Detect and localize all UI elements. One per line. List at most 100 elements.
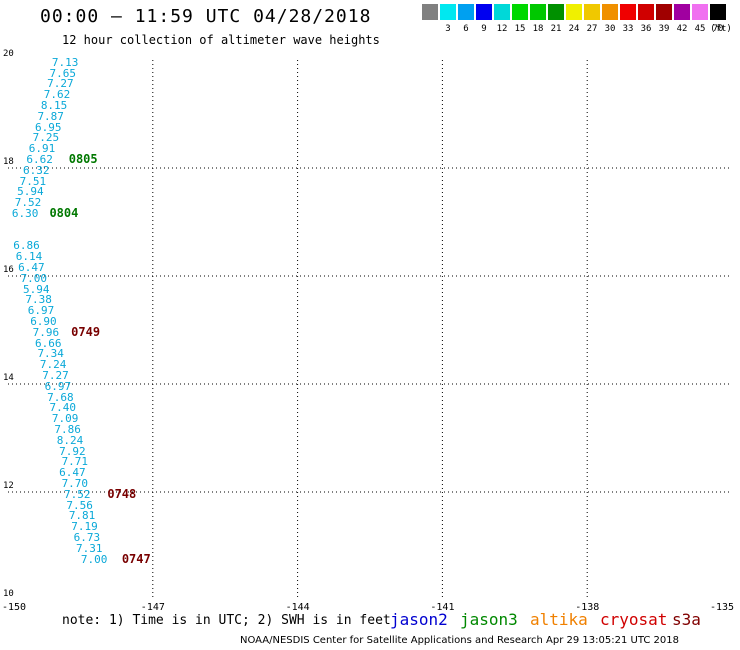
legend-swatch xyxy=(674,4,690,20)
wave-height-value: 7.86 xyxy=(54,422,81,436)
y-tick-label: 12 xyxy=(3,481,14,491)
legend-swatch xyxy=(494,4,510,20)
wave-height-value: 7.51 xyxy=(19,174,47,188)
pass-time-label: 0805 xyxy=(68,151,98,166)
satellite-name: jason2 xyxy=(390,610,448,629)
legend-label: 9 xyxy=(481,24,487,34)
satellite-name: s3a xyxy=(672,610,701,629)
wave-height-value: 7.87 xyxy=(37,109,64,123)
legend-swatch xyxy=(602,4,618,20)
y-tick-label: 14 xyxy=(3,373,14,383)
legend-label: 27 xyxy=(586,24,598,34)
x-tick-label: -150 xyxy=(2,602,27,613)
legend-unit: (ft) xyxy=(710,24,732,34)
legend-swatch xyxy=(584,4,600,20)
wave-height-value: 6.97 xyxy=(44,379,72,393)
legend-label: 18 xyxy=(532,24,544,34)
legend-label: 45 xyxy=(694,24,706,34)
legend-label: 21 xyxy=(550,24,562,34)
y-tick-label: 10 xyxy=(3,589,14,599)
wave-height-value: 7.38 xyxy=(25,293,52,307)
wave-height-value: 8.24 xyxy=(56,433,84,447)
legend-swatch xyxy=(548,4,564,20)
wave-height-value: 7.25 xyxy=(32,131,60,145)
wave-height-value: 7.00 xyxy=(20,271,48,285)
x-tick-label: -138 xyxy=(575,602,600,613)
x-tick-label: -135 xyxy=(710,602,735,613)
y-tick-label: 18 xyxy=(3,157,14,167)
legend-swatch xyxy=(530,4,546,20)
legend-swatch xyxy=(458,4,474,20)
wave-height-value: 7.70 xyxy=(61,476,89,490)
legend-swatch xyxy=(422,4,438,20)
wave-height-value: 6.47 xyxy=(59,466,86,480)
wave-height-value: 6.47 xyxy=(18,260,45,274)
pass-time-label: 0748 xyxy=(107,486,137,501)
wave-height-value: 6.91 xyxy=(28,142,56,156)
legend-swatch xyxy=(566,4,582,20)
note-text: note: 1) Time is in UTC; 2) SWH is in fe… xyxy=(62,613,391,628)
legend-label: 3 xyxy=(445,24,451,34)
wave-height-value: 7.27 xyxy=(42,368,69,382)
wave-height-value: 7.52 xyxy=(63,487,91,501)
wave-height-value: 6.86 xyxy=(13,239,40,253)
wave-height-value: 7.34 xyxy=(37,347,64,361)
legend-swatch xyxy=(440,4,456,20)
wave-height-value: 6.32 xyxy=(22,163,50,177)
x-tick-label: -141 xyxy=(430,602,455,613)
wave-height-value: 6.90 xyxy=(30,314,57,328)
map-grid xyxy=(8,60,732,600)
footer-credit: NOAA/NESDIS Center for Satellite Applica… xyxy=(240,635,679,646)
legend-label: 42 xyxy=(676,24,688,34)
wave-height-value: 6.73 xyxy=(73,530,101,544)
wave-height-value: 6.62 xyxy=(26,152,53,166)
legend-label: 30 xyxy=(604,24,616,34)
legend-label: 12 xyxy=(496,24,508,34)
pass-time-label: 0747 xyxy=(121,551,151,566)
x-tick-label: -144 xyxy=(285,602,310,613)
legend-label: 6 xyxy=(463,24,469,34)
wave-height-value: 6.95 xyxy=(35,120,62,134)
pass-time-label: 0749 xyxy=(71,324,101,339)
legend-swatch xyxy=(638,4,654,20)
wave-height-value: 7.65 xyxy=(49,66,77,80)
legend-swatch xyxy=(656,4,672,20)
legend-label: 33 xyxy=(622,24,634,34)
satellite-name: jason3 xyxy=(460,610,518,629)
wave-height-value: 5.94 xyxy=(22,282,50,296)
wave-height-value: 7.09 xyxy=(51,412,79,426)
wave-height-value: 7.40 xyxy=(49,401,77,415)
x-tick-label: -147 xyxy=(140,602,165,613)
wave-height-value: 7.31 xyxy=(76,541,103,555)
wave-height-value: 6.97 xyxy=(27,304,55,318)
map-title: 00:00 – 11:59 UTC 04/28/2018 xyxy=(40,6,372,27)
satellite-name: altika xyxy=(530,610,588,629)
pass-time-label: 0804 xyxy=(49,205,79,220)
legend-label: 36 xyxy=(640,24,652,34)
wave-height-value: 8.15 xyxy=(40,98,68,112)
satellite-name: cryosat xyxy=(600,610,668,629)
wave-height-value: 7.56 xyxy=(66,498,93,512)
map-subtitle: 12 hour collection of altimeter wave hei… xyxy=(62,33,380,47)
wave-height-value: 7.92 xyxy=(59,444,86,458)
wave-height-value: 7.13 xyxy=(51,55,79,69)
y-tick-label: 20 xyxy=(3,49,14,59)
wave-height-value: 7.71 xyxy=(61,455,89,469)
wave-height-value: 5.94 xyxy=(17,185,44,199)
legend-swatch xyxy=(476,4,492,20)
wave-height-value: 7.81 xyxy=(68,509,96,523)
legend-label: 39 xyxy=(658,24,670,34)
wave-height-value: 6.14 xyxy=(15,250,43,264)
wave-height-value: 7.00 xyxy=(80,552,108,566)
legend-swatch xyxy=(710,4,726,20)
wave-height-value: 6.30 xyxy=(11,206,39,220)
wave-height-value: 7.52 xyxy=(14,196,42,210)
legend-label: 24 xyxy=(568,24,580,34)
wave-height-value: 7.19 xyxy=(71,520,98,534)
legend-swatch xyxy=(692,4,708,20)
legend-swatch xyxy=(620,4,636,20)
legend-swatch xyxy=(512,4,528,20)
y-tick-label: 16 xyxy=(3,265,14,275)
wave-height-value: 7.96 xyxy=(32,325,60,339)
